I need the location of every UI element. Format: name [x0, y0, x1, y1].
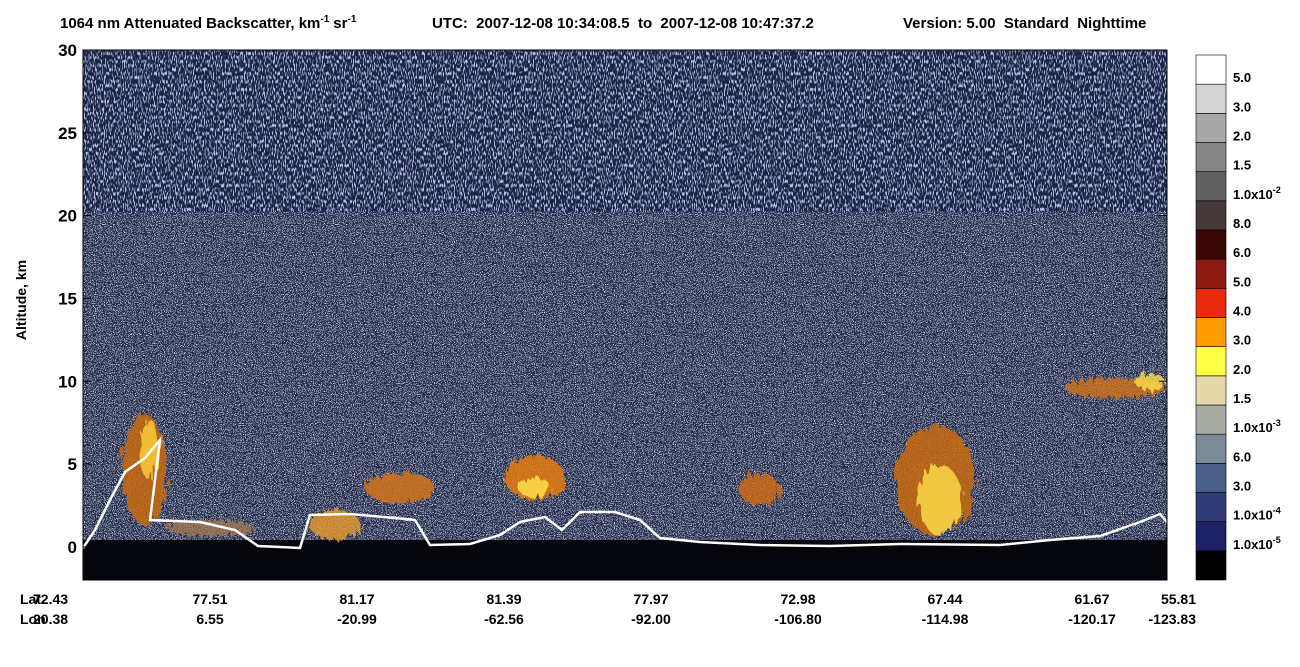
y-tick-label: 10 — [58, 372, 77, 391]
colorbar-label-sup: -4 — [1273, 506, 1281, 516]
colorbar-label: 1.0x10-3 — [1233, 418, 1281, 435]
version: Version: 5.00 Standard Nighttime — [903, 15, 1146, 32]
lon-label: -114.98 — [922, 611, 969, 627]
y-tick-label: 30 — [58, 41, 77, 60]
row-label: Lat — [20, 591, 41, 607]
colorbar-box — [1195, 521, 1227, 552]
colorbar-label-sup: -5 — [1273, 535, 1281, 545]
colorbar-box — [1195, 550, 1227, 581]
colorbar-box — [1195, 200, 1227, 231]
lon-label: -20.99 — [337, 611, 377, 627]
colorbar-label: 3.0 — [1233, 99, 1251, 114]
colorbar-label-sup: -3 — [1273, 418, 1281, 428]
colorbar-label-sup: -2 — [1273, 185, 1281, 195]
title-text: 1064 nm Attenuated Backscatter, km — [60, 15, 320, 32]
colorbar-box — [1195, 54, 1227, 85]
colorbar-label: 6.0 — [1233, 449, 1251, 464]
colorbar-label: 6.0 — [1233, 245, 1251, 260]
colorbar-label-text: 5.0 — [1233, 274, 1251, 289]
colorbar-label-text: 3.0 — [1233, 479, 1251, 494]
colorbar-label-text: 3.0 — [1233, 99, 1251, 114]
lon-label: -92.00 — [631, 611, 671, 627]
time-range: UTC: 2007-12-08 10:34:08.5 to 2007-12-08… — [432, 15, 814, 32]
colorbar-box — [1195, 492, 1227, 522]
colorbar-label-text: 1.5 — [1233, 391, 1251, 406]
colorbar-box — [1195, 258, 1227, 289]
colorbar-label-text: 1.0x10 — [1233, 187, 1273, 202]
colorbar-label: 1.5 — [1233, 391, 1251, 406]
colorbar-box — [1195, 404, 1227, 435]
lat-label: 77.51 — [192, 591, 227, 607]
colorbar-label: 2.0 — [1233, 362, 1251, 377]
colorbar-box — [1195, 317, 1227, 347]
colorbar-label-text: 1.0x10 — [1233, 508, 1273, 523]
cloud-features — [123, 374, 1165, 540]
lat-label: 67.44 — [927, 591, 962, 607]
lat-label: 81.17 — [339, 591, 374, 607]
lon-label: -120.17 — [1068, 611, 1116, 627]
colorbar-box — [1195, 113, 1227, 143]
colorbar-label-text: 3.0 — [1233, 333, 1251, 348]
row-label: Lon — [20, 611, 46, 627]
title-sup: -1 — [320, 14, 329, 25]
lat-label: 55.81 — [1161, 591, 1196, 607]
title-text: sr — [333, 15, 347, 32]
colorbar-box — [1195, 375, 1227, 406]
colorbar-label: 1.0x10-2 — [1233, 185, 1281, 202]
colorbar-label-text: 6.0 — [1233, 449, 1251, 464]
lat-label: 81.39 — [486, 591, 521, 607]
colorbar-box — [1195, 288, 1227, 318]
lon-label: 6.55 — [196, 611, 223, 627]
lat-label: 61.67 — [1074, 591, 1109, 607]
backscatter-field — [83, 50, 1167, 580]
colorbar-label: 3.0 — [1233, 333, 1251, 348]
lon-label: -62.56 — [484, 611, 524, 627]
colorbar-label-text: 1.5 — [1233, 158, 1251, 173]
colorbar-label: 5.0 — [1233, 70, 1251, 85]
lon-label: 20.38 — [33, 611, 68, 627]
plot-frame — [82, 49, 1168, 581]
lon-label: -123.83 — [1149, 611, 1197, 627]
y-tick-label: 20 — [58, 207, 77, 226]
colorbar-label: 1.0x10-5 — [1233, 535, 1281, 552]
colorbar-box — [1195, 171, 1227, 202]
colorbar-label: 5.0 — [1233, 274, 1251, 289]
surface-return — [83, 435, 1167, 550]
colorbar-label-text: 2.0 — [1233, 129, 1251, 144]
lat-label: 72.98 — [780, 591, 815, 607]
colorbar-label: 1.0x10-4 — [1233, 506, 1281, 523]
colorbar-box — [1195, 433, 1227, 464]
colorbar-box — [1195, 346, 1227, 377]
colorbar-label: 2.0 — [1233, 129, 1251, 144]
colorbar-label-text: 4.0 — [1233, 304, 1251, 319]
colorbar-label-text: 1.0x10 — [1233, 420, 1273, 435]
colorbar-box — [1195, 229, 1227, 260]
colorbar-label-text: 6.0 — [1233, 245, 1251, 260]
y-tick-label: 25 — [58, 124, 77, 143]
y-tick-label: 0 — [68, 538, 77, 557]
y-tick-label: 5 — [68, 455, 77, 474]
colorbar-label: 4.0 — [1233, 304, 1251, 319]
colorbar-label: 1.5 — [1233, 158, 1251, 173]
colorbar-label-text: 5.0 — [1233, 70, 1251, 85]
colorbar-label-text: 1.0x10 — [1233, 537, 1273, 552]
colorbar-box — [1195, 142, 1227, 172]
colorbar-label: 3.0 — [1233, 479, 1251, 494]
colorbar-label-text: 2.0 — [1233, 362, 1251, 377]
y-axis-label: Altitude, km — [13, 260, 29, 340]
colorbar-label-text: 8.0 — [1233, 216, 1251, 231]
lon-label: -106.80 — [774, 611, 822, 627]
lat-label: 72.43 — [33, 591, 68, 607]
title-sup: -1 — [347, 14, 356, 25]
title: 1064 nm Attenuated Backscatter, km-1 sr-1 — [60, 14, 357, 32]
y-tick-label: 15 — [58, 289, 77, 308]
lat-label: 77.97 — [633, 591, 668, 607]
colorbar-box — [1195, 463, 1227, 493]
colorbar-label: 8.0 — [1233, 216, 1251, 231]
colorbar-box — [1195, 83, 1227, 114]
